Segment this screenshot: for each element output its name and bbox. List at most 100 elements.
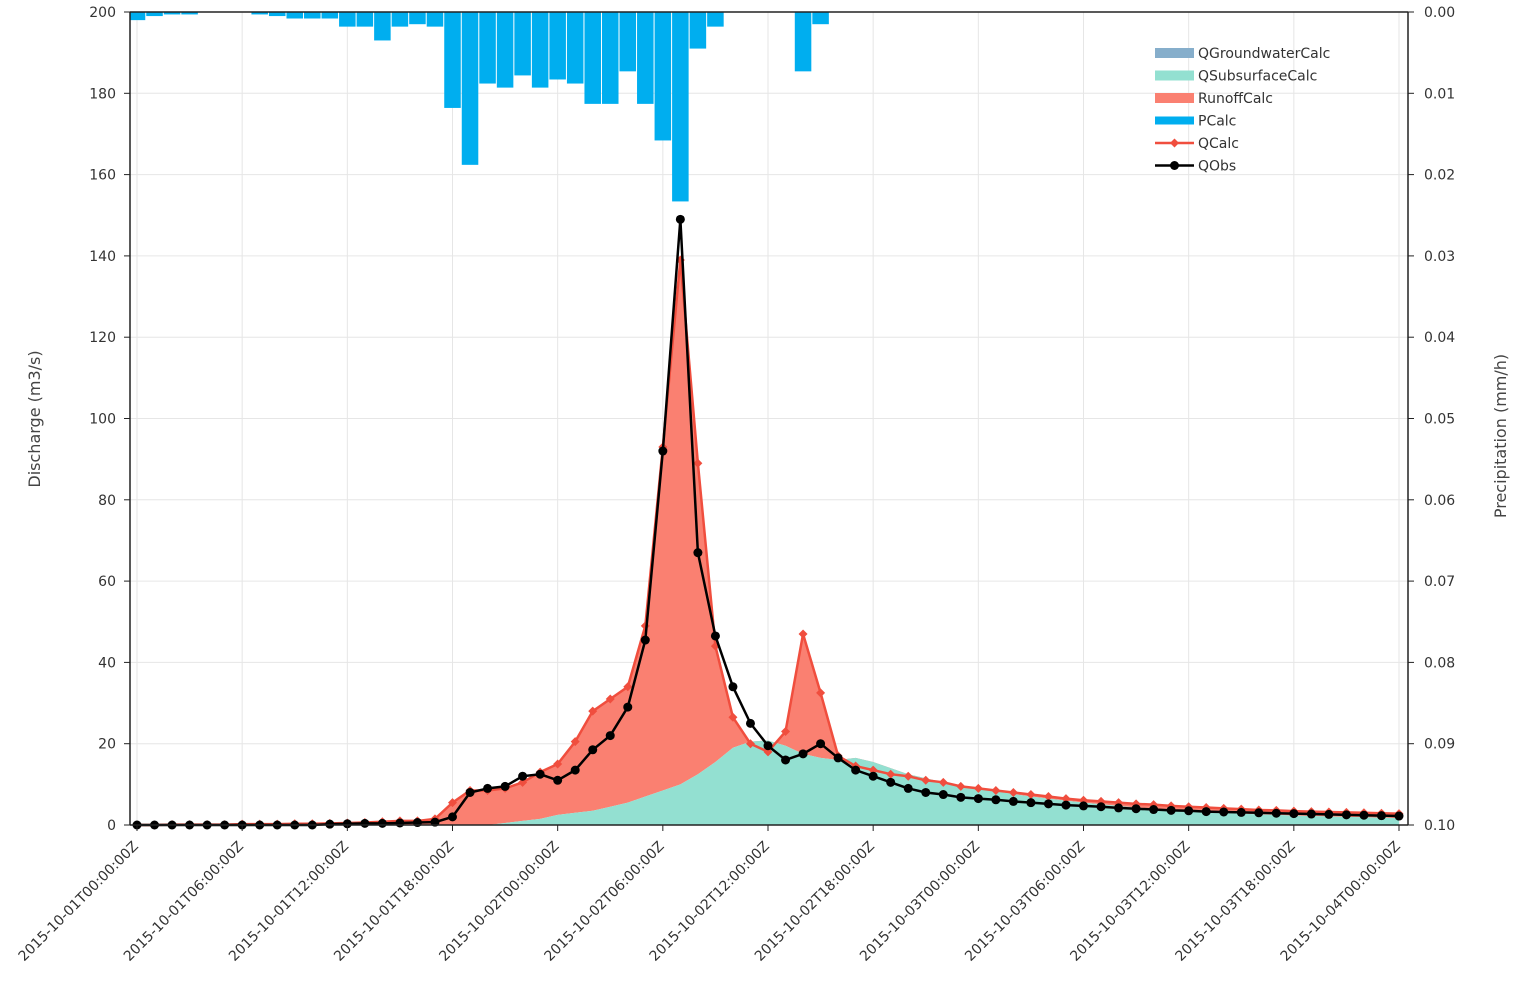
qcalc-point	[605, 694, 615, 704]
qobs-point	[675, 214, 685, 224]
qobs-point	[325, 819, 335, 829]
precip-bar	[707, 12, 724, 27]
precip-bar	[339, 12, 356, 27]
y-right-tick-label: 0.03	[1424, 249, 1455, 265]
legend-swatch	[1155, 93, 1194, 103]
y-left-tick-label: 40	[98, 655, 116, 671]
qcalc-point	[921, 775, 931, 785]
legend-swatch	[1155, 116, 1194, 125]
qcalc-point	[588, 706, 598, 716]
qobs-point	[1219, 807, 1229, 817]
qobs-point	[535, 769, 545, 779]
precip-bar	[130, 12, 146, 21]
legend-label: PCalc	[1198, 114, 1236, 130]
y-right-tick-label: 0.01	[1424, 86, 1455, 102]
legend-swatch	[1155, 70, 1194, 81]
qobs-point	[745, 718, 755, 728]
qobs-point	[1271, 808, 1281, 818]
y-right-tick-label: 0.07	[1424, 574, 1455, 590]
precip-bar	[794, 12, 812, 72]
qobs-point	[903, 783, 913, 793]
qcalc-point	[448, 798, 457, 808]
qobs-point	[1306, 809, 1316, 819]
qobs-point	[833, 753, 843, 763]
y-left-tick-label: 60	[98, 574, 116, 590]
qobs-point	[1079, 801, 1088, 811]
legend-label: QGroundwaterCalc	[1198, 46, 1330, 62]
y-right-tick-label: 0.08	[1424, 655, 1455, 671]
qobs-point	[588, 745, 598, 755]
qcalc-point	[991, 785, 1001, 795]
legend: QGroundwaterCalc QSubsurfaceCalc RunoffCal…	[1155, 46, 1330, 175]
legend-item: RunoffCalc	[1155, 91, 1273, 107]
grid	[130, 11, 1408, 826]
qobs-point	[1131, 804, 1141, 814]
qcalc-point	[553, 759, 563, 769]
qobs-point	[781, 755, 791, 765]
y-left-tick-label: 20	[98, 737, 116, 753]
x-tick-label: 2015-10-01T12:00:00Z	[226, 839, 352, 965]
y-axis-right-title: Precipitation (mm/h)	[1491, 354, 1510, 518]
x-tick-label: 2015-10-03T12:00:00Z	[1067, 839, 1193, 965]
qobs-point	[956, 792, 966, 802]
precip-bar	[163, 12, 181, 15]
y-left-tick-label: 180	[89, 86, 116, 102]
qobs-point	[763, 741, 773, 751]
qobs-point	[570, 765, 580, 775]
y-left-tick-label: 0	[107, 818, 116, 834]
y-right-tick-label: 0.04	[1424, 330, 1455, 346]
x-tick-label: 2015-10-01T00:00:00Z	[16, 839, 142, 965]
precip-bar	[514, 12, 531, 76]
precip-bar	[672, 12, 689, 202]
y-left-tick-label: 100	[89, 412, 116, 428]
x-tick-label: 2015-10-03T00:00:00Z	[857, 839, 983, 965]
x-axis-ticks: 2015-10-01T00:00:00Z2015-10-01T06:00:00Z…	[16, 825, 1404, 965]
qobs-point	[728, 682, 738, 692]
precip-bar	[479, 12, 496, 84]
qobs-point	[851, 765, 861, 775]
qobs-point	[1043, 799, 1053, 809]
x-tick-label: 2015-10-02T12:00:00Z	[647, 839, 773, 965]
qobs-point	[377, 818, 387, 828]
precip-bar	[654, 12, 672, 141]
x-tick-label: 2015-10-01T18:00:00Z	[331, 839, 457, 965]
precip-bar	[409, 12, 426, 25]
precip-bar	[566, 12, 584, 84]
qobs-point	[973, 794, 983, 804]
qobs-point	[465, 787, 475, 797]
qobs-point	[658, 446, 668, 456]
y-left-tick-label: 200	[89, 5, 116, 21]
qobs-point	[1149, 805, 1159, 815]
qcalc-point	[745, 739, 755, 749]
qobs-point	[640, 635, 650, 645]
qcalc-point	[973, 783, 983, 793]
qobs-point	[1114, 803, 1124, 813]
qcalc-point	[728, 712, 738, 722]
qobs-point	[395, 818, 405, 828]
qcalc-point	[886, 769, 896, 779]
qcalc-point	[903, 771, 913, 781]
precip-bar	[304, 12, 321, 19]
qobs-point	[1289, 809, 1299, 819]
x-tick-label: 2015-10-04T00:00:00Z	[1278, 839, 1404, 965]
x-tick-label: 2015-10-02T18:00:00Z	[752, 839, 878, 965]
qcalc-point	[781, 727, 791, 737]
left-axis-ticks: 0 20 40 60 80 100 120 140 160 180 200	[89, 5, 130, 834]
qcalc-point	[1043, 792, 1053, 802]
y-right-tick-label: 0.02	[1424, 168, 1455, 184]
qobs-point	[1394, 811, 1404, 821]
y-left-tick-label: 140	[89, 249, 116, 265]
precip-bar	[321, 12, 339, 19]
y-axis-left-title: Discharge (m3/s)	[25, 350, 44, 487]
legend-label: QCalc	[1198, 136, 1239, 152]
qcalc-point	[938, 777, 948, 787]
qcalc-point	[956, 781, 966, 791]
qobs-point	[1236, 807, 1246, 817]
precip-bar	[426, 12, 444, 27]
qobs-point	[1359, 810, 1369, 820]
qobs-point	[605, 731, 615, 741]
qcalc-point	[1008, 787, 1018, 797]
qobs-point	[1201, 807, 1211, 817]
x-tick-label: 2015-10-02T00:00:00Z	[436, 839, 562, 965]
